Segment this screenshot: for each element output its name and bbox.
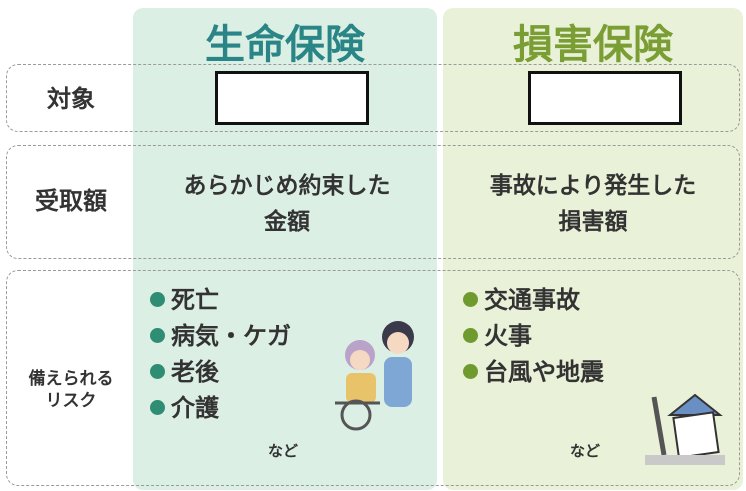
label-line: 受取額: [35, 187, 107, 215]
risk-item: 死亡: [150, 282, 291, 318]
cell: あらかじめ約束した 金額: [137, 168, 437, 240]
label-line: 対象: [47, 85, 95, 113]
risk-item: 介護: [150, 390, 291, 426]
cell: 事故により発生した 損害額: [443, 168, 743, 240]
risk-list: 交通事故 火事 台風や地震: [463, 282, 604, 390]
cell-line: 金額: [264, 209, 310, 235]
risk-item: 火事: [463, 318, 604, 354]
risk-list: 死亡 病気・ケガ 老後 介護: [150, 282, 291, 426]
row-border: [6, 64, 740, 132]
row-label: 受取額: [10, 186, 132, 217]
column-header: 損害保険: [513, 22, 673, 68]
row-label: 対象: [10, 84, 132, 115]
column-header: 生命保険: [205, 22, 365, 68]
note: など: [570, 442, 601, 460]
blank-box: [215, 71, 369, 125]
risk-item: 老後: [150, 354, 291, 390]
risk-item: 病気・ケガ: [150, 318, 291, 354]
cell-line: 事故により発生した: [489, 173, 697, 199]
label-line: リスク: [45, 391, 97, 412]
blank-box: [528, 71, 682, 125]
risk-item: 交通事故: [463, 282, 604, 318]
note: など: [268, 442, 299, 460]
cell-line: 損害額: [558, 209, 628, 235]
row-label: 備えられる リスク: [10, 368, 132, 412]
row-border: [6, 145, 740, 259]
risk-item: 台風や地震: [463, 354, 604, 390]
house-illustration: [645, 393, 725, 465]
label-line: 備えられる: [28, 369, 114, 389]
care-illustration: [335, 321, 414, 431]
cell-line: あらかじめ約束した: [183, 173, 391, 199]
row-border: [6, 270, 740, 486]
